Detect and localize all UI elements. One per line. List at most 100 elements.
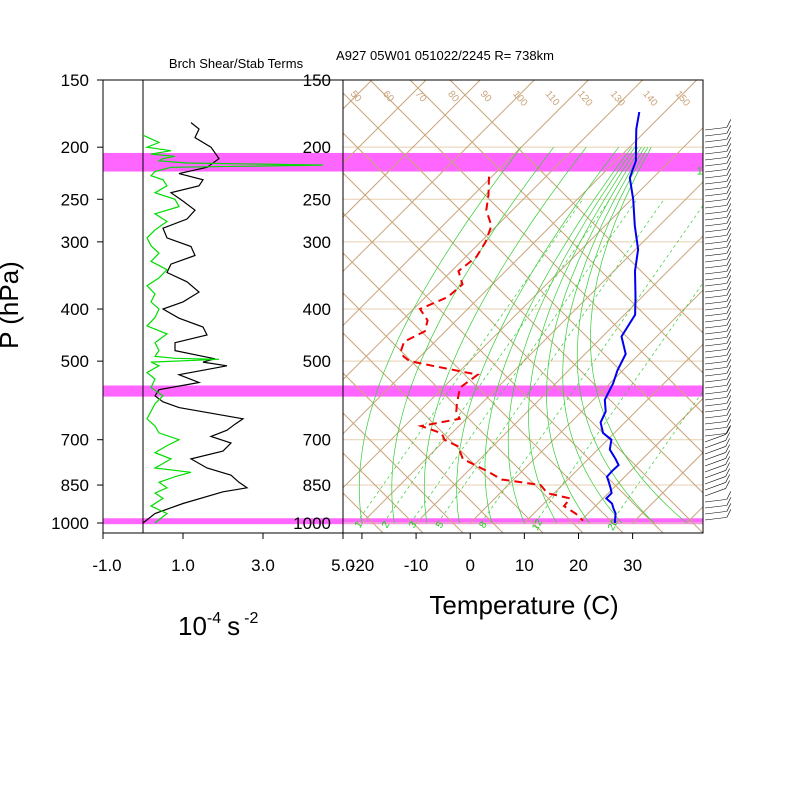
wind-barb-flag <box>726 389 732 398</box>
wind-barb <box>704 433 727 437</box>
wind-barb-flag <box>726 299 732 308</box>
x-axis-title-left: 10-4 s -2 <box>178 610 258 641</box>
mixing-ratio-label: 12 <box>530 517 545 533</box>
wind-barb-flag <box>726 311 732 320</box>
wind-barb <box>704 385 727 389</box>
wind-barb-flag <box>725 426 730 435</box>
wind-barb-flag <box>726 173 732 182</box>
wind-barb <box>704 397 727 401</box>
wind-barb-flag <box>726 275 732 284</box>
isotherm <box>343 80 535 272</box>
wind-barb <box>704 434 726 443</box>
wind-barb <box>704 391 727 395</box>
theta-label: 80 <box>445 89 461 105</box>
wind-barb-flag <box>726 149 732 158</box>
wind-barb-flag <box>725 474 730 483</box>
x-axis-title-right: Temperature (C) <box>429 590 618 620</box>
wind-barb-flag <box>726 257 732 266</box>
wind-barb-flag <box>726 131 732 140</box>
isotherm <box>741 80 800 523</box>
wind-barb-flag <box>726 125 732 134</box>
stable-layer-band-right <box>343 518 703 525</box>
x-tick-label: 1.0 <box>171 556 195 575</box>
wind-barb-flag <box>726 245 732 254</box>
wind-barb <box>704 464 726 473</box>
wind-barb <box>704 517 727 521</box>
wind-barb <box>704 373 727 377</box>
wind-barb <box>704 361 727 365</box>
theta-label: 60 <box>380 89 396 105</box>
wind-barb <box>704 319 727 323</box>
y-axis-title: P (hPa) <box>0 261 24 349</box>
y-tick-label-right: 400 <box>303 300 331 319</box>
wind-barb <box>704 175 727 179</box>
moist-adiabat <box>358 146 522 524</box>
isotherm <box>795 80 800 523</box>
wind-barb-flag <box>726 155 732 164</box>
isotherm <box>343 80 698 435</box>
mixing-ratio-label: 12 <box>697 166 709 178</box>
isotherm <box>523 343 703 524</box>
y-tick-label: 300 <box>61 233 89 252</box>
wind-barb <box>704 199 727 203</box>
wind-barb-flag <box>726 281 732 290</box>
dry-adiabat <box>343 372 504 533</box>
theta-label: 150 <box>673 89 692 109</box>
wind-barb <box>704 409 727 413</box>
x-tick-label: 5.0 <box>331 556 355 575</box>
wind-barb-flag <box>726 407 732 416</box>
wind-barb <box>704 295 727 299</box>
right-panel-frame <box>342 79 704 534</box>
isotherm <box>578 397 703 524</box>
theta-label: 110 <box>543 89 562 109</box>
wind-barb <box>704 343 727 347</box>
wind-barb-flag <box>726 497 732 506</box>
y-tick-label: 250 <box>61 190 89 209</box>
wind-barb-flag <box>726 419 732 428</box>
wind-barbs <box>704 119 732 521</box>
x-tick-label: 20 <box>569 556 588 575</box>
wind-barb-flag <box>726 503 732 512</box>
wind-barb-flag <box>725 456 730 465</box>
y-tick-label: 850 <box>61 476 89 495</box>
isotherm <box>469 289 703 524</box>
wind-barb-flag <box>726 377 732 386</box>
wind-barb <box>704 499 727 503</box>
mixing-ratio-label: 16 <box>743 166 755 178</box>
moist-adiabat <box>590 147 688 524</box>
y-tick-label: 500 <box>61 352 89 371</box>
svg-text:10-4s-2: 10-4 s -2 <box>178 610 258 641</box>
isotherm <box>0 80 264 523</box>
wind-barb-flag <box>726 425 732 434</box>
wind-barb-flag <box>726 491 732 500</box>
isotherm <box>343 80 589 327</box>
wind-barb-flag <box>725 450 730 459</box>
wind-barb-flag <box>726 197 732 206</box>
wind-barb <box>704 337 727 341</box>
wind-barb <box>704 440 726 449</box>
x-tick-label: 30 <box>623 556 642 575</box>
wind-barb <box>704 488 726 497</box>
wind-barb-flag <box>726 347 732 356</box>
y-tick-label-right: 850 <box>303 476 331 495</box>
wind-barb <box>704 325 727 329</box>
dry-adiabat <box>449 80 703 334</box>
mixing-ratio-label: 20 <box>606 517 621 533</box>
wind-barb-flag <box>726 191 732 200</box>
wind-barb <box>704 163 727 167</box>
y-tick-label-right: 200 <box>303 138 331 157</box>
dry-adiabat <box>343 332 544 533</box>
stable-layer-band-left <box>103 385 343 397</box>
wind-barb-flag <box>726 365 732 374</box>
wind-barb-flag <box>726 323 732 332</box>
wind-barb <box>704 301 727 305</box>
wind-barb-flag <box>726 335 732 344</box>
dry-adiabat <box>343 292 584 533</box>
y-tick-label-right: 250 <box>303 190 331 209</box>
wind-barb-flag <box>726 185 732 194</box>
dewpoint-profile <box>399 176 584 522</box>
wind-barb <box>704 458 726 467</box>
y-tick-label-right: 150 <box>303 71 331 90</box>
wind-barb <box>704 403 727 407</box>
stable-layer-band-right <box>343 385 703 397</box>
